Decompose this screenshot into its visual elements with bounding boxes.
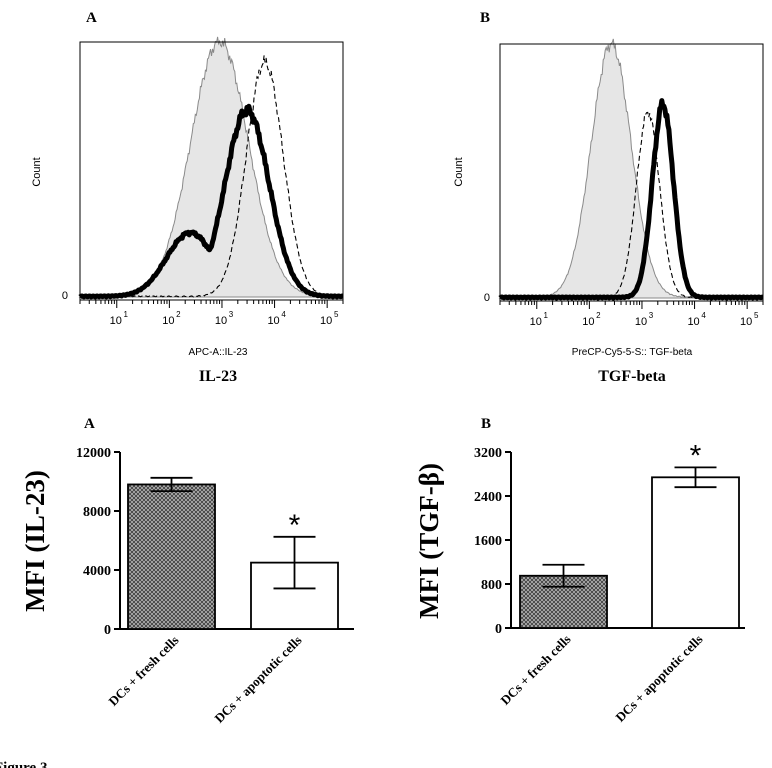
x-tick-label: 10 xyxy=(530,316,542,328)
significance-marker: * xyxy=(690,439,702,472)
x-tick-exponent: 4 xyxy=(701,311,706,320)
plot-frame xyxy=(79,41,344,301)
significance-marker: * xyxy=(289,509,301,542)
y-tick-label: 800 xyxy=(481,578,502,593)
histogram-filled-curve xyxy=(498,38,764,299)
x-tick-label: 10 xyxy=(635,316,647,328)
bar xyxy=(127,483,216,630)
x-tick-exponent: 1 xyxy=(544,311,549,320)
y-tick-label: 0 xyxy=(62,290,68,302)
x-tick-label: 10 xyxy=(740,316,752,328)
y-tick-label: 0 xyxy=(484,292,490,304)
x-tick-exponent: 4 xyxy=(281,310,286,319)
figure-caption: Figure 3 xyxy=(0,760,47,768)
panel-label: A xyxy=(86,10,97,26)
category-label: DCs + apoptotic cells xyxy=(612,632,705,725)
x-tick-exponent: 5 xyxy=(334,310,339,319)
x-tick-exponent: 3 xyxy=(229,310,234,319)
bar-chart-tgf-beta: B MFI (TGF-β) 0 800 1600 2400 3200 DCs + fres… xyxy=(414,416,745,725)
panel-label: B xyxy=(481,416,491,432)
x-axis-label: PreCP-Cy5-5-S:: TGF-beta xyxy=(572,347,693,358)
panel-label: B xyxy=(480,10,490,26)
bar-chart-il23: A MFI (IL-23) 0 4000 8000 12000 DCs + fresh … xyxy=(20,416,354,726)
x-tick-exponent: 2 xyxy=(176,310,181,319)
plot-frame xyxy=(499,43,764,302)
y-axis-label: MFI (IL-23) xyxy=(20,470,50,612)
y-tick-label: 1600 xyxy=(474,534,502,549)
panel-label: A xyxy=(84,416,95,432)
histogram-thick-curve xyxy=(498,98,765,301)
y-tick-label: 4000 xyxy=(83,564,111,579)
x-axis-label: APC-A::IL-23 xyxy=(189,347,248,358)
x-tick-label: 10 xyxy=(162,315,174,327)
x-tick-exponent: 1 xyxy=(124,310,129,319)
y-axis-label: Count xyxy=(453,157,465,186)
y-tick-label: 3200 xyxy=(474,446,502,461)
x-tick-label: 10 xyxy=(687,316,699,328)
y-axis-label: Count xyxy=(31,157,43,186)
x-tick-exponent: 5 xyxy=(754,311,759,320)
bar xyxy=(651,476,740,629)
x-tick-exponent: 3 xyxy=(649,311,654,320)
y-axis-label: MFI (TGF-β) xyxy=(414,463,444,619)
x-tick-label: 10 xyxy=(320,315,332,327)
histogram-filled-curve xyxy=(78,36,344,298)
category-label: DCs + fresh cells xyxy=(497,632,573,708)
x-tick-label: 10 xyxy=(582,316,594,328)
x-tick-label: 10 xyxy=(215,315,227,327)
y-tick-label: 8000 xyxy=(83,505,111,520)
x-tick-exponent: 2 xyxy=(596,311,601,320)
y-tick-label: 2400 xyxy=(474,490,502,505)
histogram-title: TGF-beta xyxy=(598,368,666,385)
histogram-title: IL-23 xyxy=(199,368,237,385)
category-label: DCs + fresh cells xyxy=(105,633,181,709)
x-tick-label: 10 xyxy=(267,315,279,327)
y-tick-label: 0 xyxy=(495,622,502,637)
histogram-thick-curve xyxy=(78,103,345,300)
category-label: DCs + apoptotic cells xyxy=(211,633,304,726)
y-tick-label: 0 xyxy=(104,623,111,638)
x-tick-label: 10 xyxy=(110,315,122,327)
y-tick-label: 12000 xyxy=(76,446,111,461)
